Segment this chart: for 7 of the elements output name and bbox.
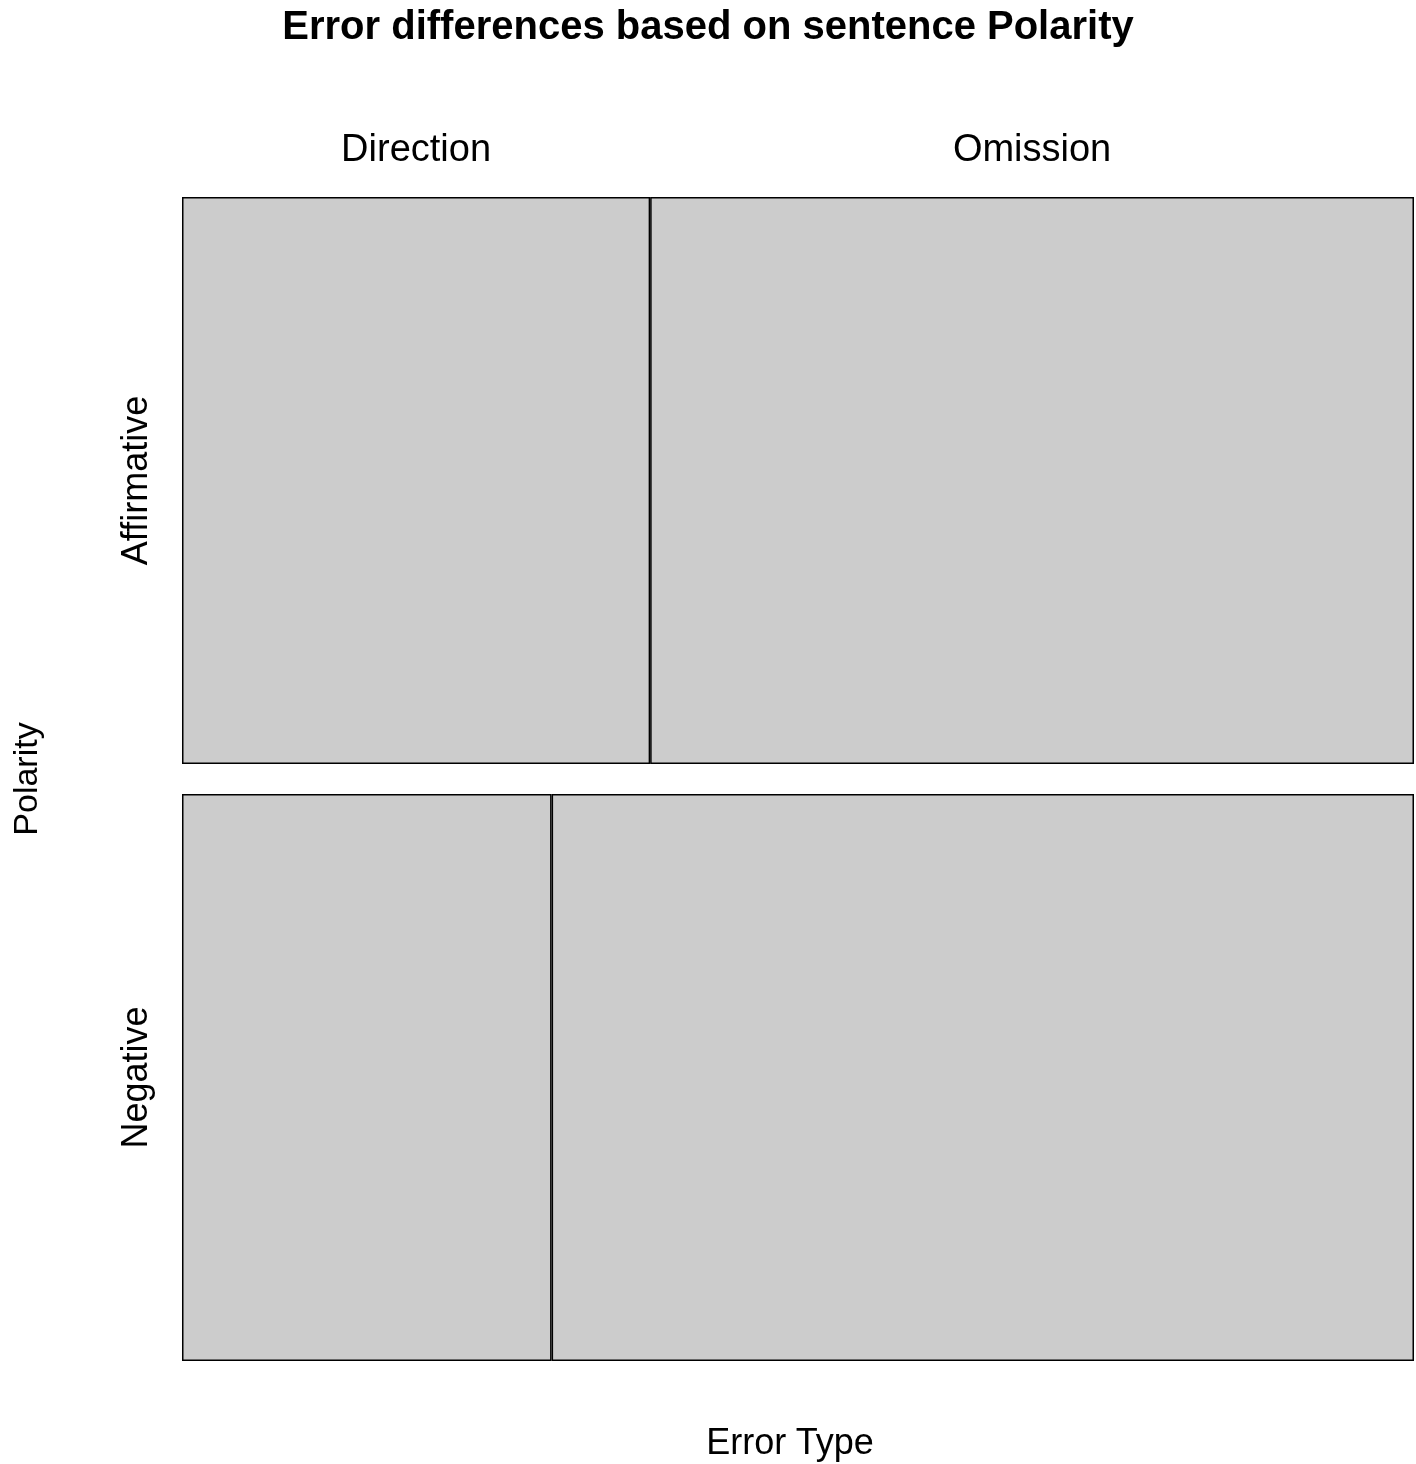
series-label: Direction xyxy=(341,126,492,169)
y-tick-label: Negative xyxy=(113,1006,155,1149)
y-axis-title: Polarity xyxy=(6,722,44,836)
y-tick-label: Affirmative xyxy=(113,395,155,566)
chart-title: Error differences based on sentence Polarity xyxy=(282,3,1135,47)
series-label: Omission xyxy=(952,126,1112,169)
x-axis-title: Error Type xyxy=(706,1420,874,1462)
